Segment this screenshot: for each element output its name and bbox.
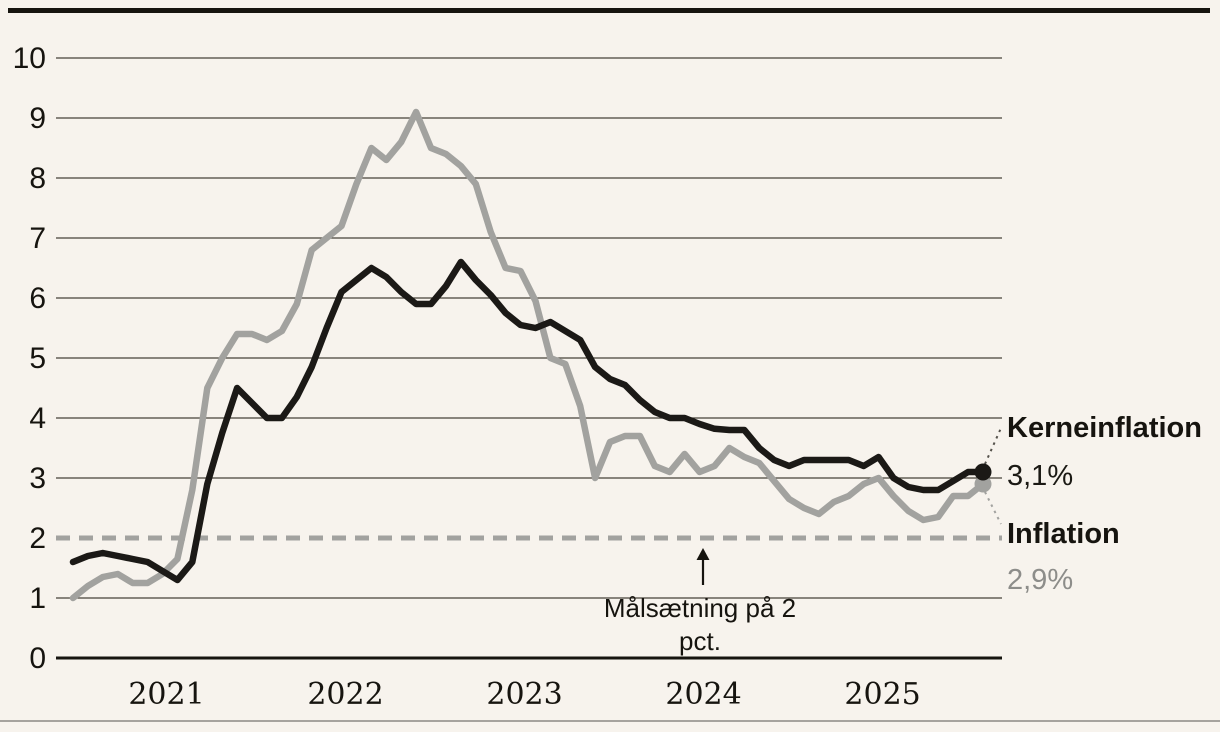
x-axis-tick-label: 2024	[665, 677, 741, 712]
kerneinflation-leader-line	[984, 427, 1002, 465]
inflation-line	[69, 108, 987, 602]
target-annotation-line1: Målsætning på 2	[603, 593, 797, 623]
inflation-leader-line	[984, 491, 1002, 525]
kerneinflation-line	[69, 258, 987, 584]
y-axis-tick-label: 5	[29, 342, 46, 375]
top-border-rule	[8, 8, 1210, 13]
x-axis-tick-label: 2021	[128, 677, 204, 712]
kerneinflation-series-label: Kerneinflation	[1007, 412, 1202, 444]
bottom-border-rule	[0, 720, 1220, 722]
x-axis-tick-label: 2022	[307, 677, 383, 712]
y-axis-tick-label: 4	[29, 402, 46, 435]
y-axis-tick-label: 10	[13, 42, 46, 75]
x-axis-tick-label: 2025	[844, 677, 920, 712]
y-axis-tick-label: 0	[29, 642, 46, 675]
x-axis-tick-label: 2023	[486, 677, 562, 712]
inflation-series-label: Inflation	[1007, 518, 1120, 550]
target-arrow-head-icon	[696, 548, 710, 560]
y-axis-tick-label: 7	[29, 222, 46, 255]
y-axis-tick-label: 8	[29, 162, 46, 195]
y-axis-tick-label: 2	[29, 522, 46, 555]
kerneinflation-endpoint-dot	[974, 463, 992, 481]
y-axis-tick-label: 9	[29, 102, 46, 135]
y-axis-tick-label: 1	[29, 582, 46, 615]
inflation-series-value: 2,9%	[1007, 564, 1074, 596]
y-axis-tick-label: 3	[29, 462, 46, 495]
inflation-endpoint-dot	[974, 475, 992, 493]
kerneinflation-series-value: 3,1%	[1007, 460, 1074, 492]
target-annotation-line2: pct.	[679, 626, 721, 656]
y-axis-tick-label: 6	[29, 282, 46, 315]
target-annotation: Målsætning på 2 pct.	[555, 592, 845, 658]
